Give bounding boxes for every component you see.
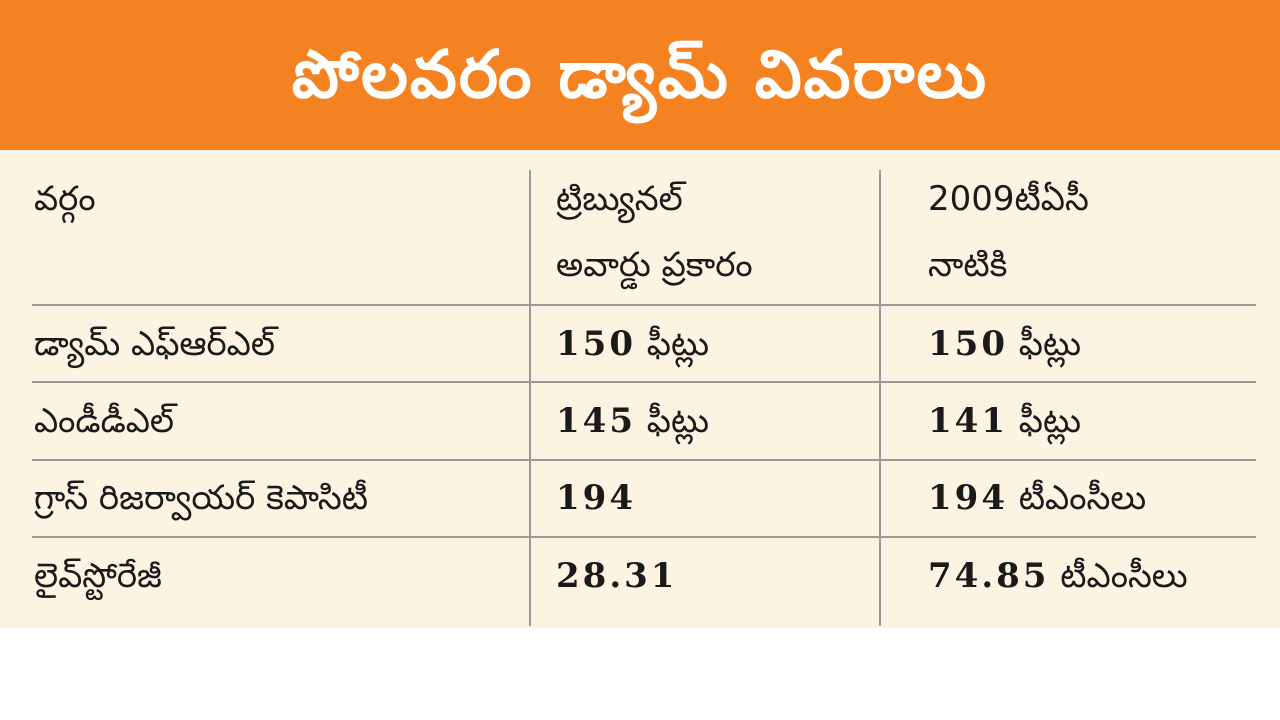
row-category: లైవ్‌స్టోరేజీ <box>34 556 162 596</box>
value-number: 150 <box>928 324 1008 364</box>
value-number: 28.31 <box>556 556 678 596</box>
column-divider <box>529 170 531 626</box>
value-number: 194 <box>928 478 1008 518</box>
value-number: 141 <box>928 401 1008 441</box>
title-banner: పోలవరం డ్యామ్ వివరాలు <box>0 0 1280 150</box>
header-2009-tac: 2009టీఏసీ నాటికి <box>928 166 1258 298</box>
row-tribunal-value: 145 ఫీట్లు <box>556 387 709 455</box>
header-category: వర్గం <box>34 166 364 232</box>
row-tribunal-value: 150 ఫీట్లు <box>556 310 709 378</box>
value-unit: ఫీట్లు <box>646 324 709 364</box>
row-category: గ్రాస్ రిజర్వాయర్ కెపాసిటీ <box>34 478 368 518</box>
value-number: 150 <box>556 324 636 364</box>
column-divider <box>879 170 881 626</box>
row-divider <box>32 381 1256 383</box>
value-unit: ఫీట్లు <box>646 401 709 441</box>
row-divider <box>32 459 1256 461</box>
row-tac-value: 74.85 టీఎంసీలు <box>928 542 1188 610</box>
header-line: 2009టీఏసీ <box>928 179 1089 219</box>
value-unit: టీఎంసీలు <box>1018 478 1147 518</box>
page-title: పోలవరం డ్యామ్ వివరాలు <box>291 36 989 113</box>
header-line: అవార్డు ప్రకారం <box>556 245 753 285</box>
row-tac-value: 194 టీఎంసీలు <box>928 464 1146 532</box>
row-divider <box>32 304 1256 306</box>
dam-details-table: వర్గం ట్రిబ్యునల్ అవార్డు ప్రకారం 2009టీ… <box>0 150 1280 628</box>
value-number: 145 <box>556 401 636 441</box>
row-category: డ్యామ్ ఎఫ్ఆర్ఎల్ <box>34 324 275 364</box>
header-line: ట్రిబ్యునల్ <box>556 179 683 219</box>
row-category: ఎండీడీఎల్ <box>34 401 175 441</box>
row-tribunal-value: 28.31 <box>556 542 677 610</box>
value-number: 74.85 <box>928 556 1050 596</box>
value-unit: ఫీట్లు <box>1018 401 1081 441</box>
value-unit: టీఎంసీలు <box>1060 556 1188 596</box>
value-unit: ఫీట్లు <box>1018 324 1081 364</box>
row-divider <box>32 536 1256 538</box>
header-tribunal-award: ట్రిబ్యునల్ అవార్డు ప్రకారం <box>556 166 886 298</box>
row-tac-value: 141 ఫీట్లు <box>928 387 1081 455</box>
row-tribunal-value: 194 <box>556 464 636 532</box>
header-line: నాటికి <box>928 245 1008 285</box>
header-line: వర్గం <box>34 179 96 219</box>
row-tac-value: 150 ఫీట్లు <box>928 310 1081 378</box>
value-number: 194 <box>556 478 636 518</box>
